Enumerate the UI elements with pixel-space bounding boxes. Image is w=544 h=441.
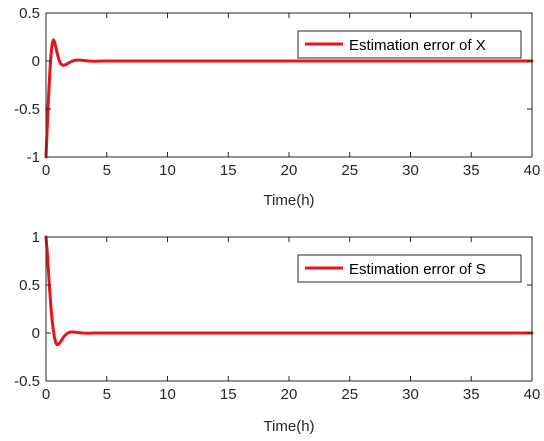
- x-tick-label: 10: [159, 386, 176, 403]
- y-tick-label: 0: [32, 53, 40, 70]
- x-tick-label: 35: [463, 162, 480, 179]
- ticks-x: 0 5 10 15 20 25 30 35 40 0.5 0 -0.5 -1: [14, 5, 540, 179]
- x-tick-label: 15: [220, 162, 237, 179]
- x-tick-label: 25: [341, 162, 358, 179]
- x-tick-label: 30: [402, 162, 419, 179]
- panel-x: 0 5 10 15 20 25 30 35 40 0.5 0 -0.5 -1 Estimation er…: [14, 5, 540, 209]
- y-tick-label: -0.5: [14, 101, 40, 118]
- legend-s: Estimation error of S: [297, 254, 522, 283]
- x-tick-label: 20: [281, 386, 298, 403]
- y-tick-label: 0: [32, 325, 40, 342]
- x-tick-label: 0: [42, 162, 50, 179]
- series-lines-x: [44, 38, 534, 159]
- x-tick-label: 40: [524, 162, 541, 179]
- x-tick-label: 30: [402, 386, 419, 403]
- x-tick-label: 0: [42, 386, 50, 403]
- y-tick-label: 0.5: [19, 277, 40, 294]
- x-tick-label: 5: [103, 162, 111, 179]
- x-tick-label: 15: [220, 386, 237, 403]
- series-line-s: [44, 235, 534, 347]
- y-tick-label: -0.5: [14, 373, 40, 390]
- legend-label-s: Estimation error of S: [349, 261, 486, 278]
- legend-x: Estimation error of X: [297, 30, 522, 59]
- x-tick-label: 10: [159, 162, 176, 179]
- x-tick-label: 20: [281, 162, 298, 179]
- y-tick-label: 0.5: [19, 5, 40, 22]
- x-axis-label-s: Time(h): [263, 418, 314, 435]
- x-tick-label: 40: [524, 386, 541, 403]
- y-tick-label: -1: [27, 149, 40, 166]
- x-axis-label-x: Time(h): [263, 192, 314, 209]
- x-tick-label: 5: [103, 386, 111, 403]
- legend-label-x: Estimation error of X: [349, 37, 486, 54]
- series-lines-s: [44, 235, 534, 347]
- y-tick-label: 1: [32, 229, 40, 246]
- x-tick-label: 25: [341, 386, 358, 403]
- series-line-x: [44, 38, 534, 159]
- x-tick-label: 35: [463, 386, 480, 403]
